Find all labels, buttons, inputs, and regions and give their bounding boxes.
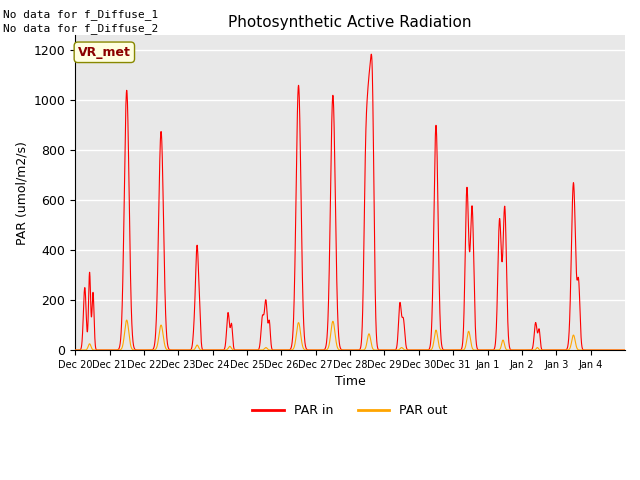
Text: No data for f_Diffuse_1: No data for f_Diffuse_1 [3,9,159,20]
Title: Photosynthetic Active Radiation: Photosynthetic Active Radiation [228,15,472,30]
X-axis label: Time: Time [335,375,365,388]
Text: No data for f_Diffuse_2: No data for f_Diffuse_2 [3,23,159,34]
Y-axis label: PAR (umol/m2/s): PAR (umol/m2/s) [15,141,28,245]
Text: VR_met: VR_met [78,46,131,59]
Legend: PAR in, PAR out: PAR in, PAR out [248,399,452,422]
